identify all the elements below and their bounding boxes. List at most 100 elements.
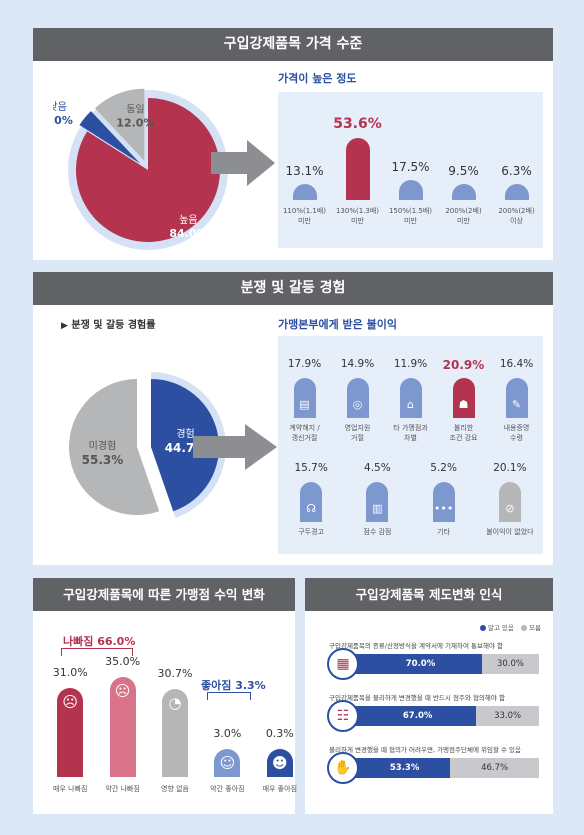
awareness-know-bar-0: [349, 654, 482, 674]
smile-face-icon: ☺: [219, 754, 236, 772]
price-bar-1: [345, 138, 370, 200]
disadvantage-label-1: 영업지원 거절: [344, 424, 371, 442]
awareness-know-bar-1: [349, 706, 477, 726]
disadvantage-bar-8: [498, 482, 521, 522]
worse-bracket: [61, 648, 133, 656]
handshake-icon: ✋: [334, 760, 352, 776]
awareness-legend: 알고 있음 모름: [479, 622, 541, 632]
worse-bracket-label: 나빠짐 66.0%: [63, 635, 136, 648]
disadvantage-value-5: 15.7%: [294, 462, 328, 474]
speaker-icon: ☊: [306, 502, 317, 515]
disadvantage-value-0: 17.9%: [287, 358, 322, 370]
awareness-know-value-1: 67.0%: [402, 711, 433, 721]
big-smile-face-icon: ☻: [271, 754, 288, 772]
price-bar-label-0: 110%(1.1배) 미만: [282, 207, 327, 225]
price-bar-value-4: 6.3%: [501, 164, 532, 178]
price-level-header: 구입강제품목 가격 수준: [33, 28, 553, 61]
disadvantage-value-3: 20.9%: [442, 358, 485, 372]
revenue-label-1: 약간 나빠짐: [105, 785, 140, 793]
disadvantage-label-3: 불리한 조건 강요: [449, 424, 478, 442]
disadvantage-bar-1: [346, 378, 369, 418]
disadvantage-title: 가맹본부에게 받은 불이익: [278, 318, 397, 331]
pie-slice-2: [95, 88, 145, 161]
dispute-rate-title: 분쟁 및 갈등 경험률: [71, 320, 156, 331]
revenue-bar-0: [57, 688, 84, 777]
neutral-face-icon: ◔: [168, 694, 182, 713]
pie-value-1: 4.0%: [53, 114, 73, 127]
disadvantage-label-5: 구두경고: [298, 528, 324, 536]
policy-awareness-header: 구입강제품목 제도변화 인식: [305, 578, 553, 611]
revenue-value-4: 0.3%: [265, 727, 294, 740]
pie-value-2: 12.0%: [116, 117, 154, 130]
price-excess-chart: 13.1% 110%(1.1배) 미만 53.6% 130%(1.3배) 미만 17.5% 1…: [278, 92, 543, 248]
revenue-label-0: 매우 나빠짐: [52, 785, 88, 793]
price-bar-4: [504, 184, 529, 200]
revenue-change-header: 구입강제품목에 따른 가맹점 수익 변화: [33, 578, 295, 611]
legend-know-dot: [479, 625, 486, 631]
awareness-unknown-value-1: 33.0%: [494, 711, 522, 721]
legend-unknown-dot: [520, 625, 527, 631]
disadvantage-value-4: 16.4%: [499, 358, 534, 370]
document-icon: ▤: [299, 398, 310, 411]
disadvantage-bar-3: [452, 378, 475, 418]
awareness-unknown-value-2: 46.7%: [481, 763, 509, 773]
price-bar-2: [398, 179, 423, 200]
awareness-unknown-bar-1: [476, 706, 539, 726]
pie-label-2: 동일: [126, 104, 144, 116]
price-bar-value-0: 13.1%: [285, 164, 324, 178]
price-bar-label-1: 130%(1.3배) 미만: [335, 207, 380, 225]
legend-unknown-label: 모름: [529, 624, 541, 632]
dispute-slice-0: [151, 379, 219, 512]
price-bar-value-3: 9.5%: [448, 164, 479, 178]
price-excess-box: 13.1% 110%(1.1배) 미만 53.6% 130%(1.3배) 미만 17.5% 1…: [278, 92, 543, 248]
revenue-bar-4: [266, 749, 293, 777]
disadvantage-bar-6: [366, 482, 389, 522]
awareness-icon-circle-1: [327, 700, 359, 732]
awareness-unknown-bar-0: [482, 654, 539, 674]
dispute-panel: 분쟁 및 갈등 경험 ▶ 분쟁 및 갈등 경험률 경험 44.7% 미경험 55.3%…: [33, 272, 553, 565]
disadvantage-bar-4: [505, 378, 528, 418]
disadvantage-label-6: 점수 감점: [363, 528, 392, 536]
price-excess-title: 가격이 높은 정도: [278, 72, 357, 85]
revenue-label-2: 영향 없음: [161, 785, 189, 793]
dispute-label-0: 경험: [176, 427, 194, 440]
meeting-icon: ☷: [336, 708, 350, 724]
revenue-bar-3: [214, 749, 241, 777]
dispute-header: 분쟁 및 갈등 경험: [33, 272, 553, 305]
disadvantage-value-1: 14.9%: [340, 358, 375, 370]
awareness-know-bar-2: [349, 758, 451, 778]
arrow-right-icon: [193, 424, 277, 470]
disadvantage-label-4: 내용증명 수령: [503, 424, 530, 442]
contract-icon: ▦: [336, 656, 350, 672]
revenue-value-0: 31.0%: [52, 666, 88, 680]
triangle-bullet-icon: ▶: [61, 321, 68, 331]
price-bar-label-2: 150%(1.5배) 미만: [388, 207, 433, 225]
awareness-chart: 구입강제품목의 종류/산정방식을 계약서에 기재하여 통보해야 함 70.0% 30…: [305, 638, 553, 808]
disadvantage-bar-7: [432, 482, 455, 522]
revenue-label-4: 매우 좋아짐: [262, 785, 298, 793]
pie-value-0: 84.0%: [169, 227, 207, 240]
revenue-bar-1: [109, 677, 136, 777]
awareness-know-value-2: 53.3%: [389, 763, 420, 773]
none-icon: ⊘: [505, 502, 515, 515]
disadvantage-value-2: 11.9%: [393, 358, 428, 370]
disadvantage-chart: 17.9% ▤ 계약해지 / 갱신거절 14.9% ◎ 영업지원 거절 11.9% ⌂ 타 가맹점과…: [278, 336, 543, 554]
disadvantage-bar-2: [399, 378, 422, 418]
disadvantage-value-6: 4.5%: [364, 462, 391, 474]
better-bracket-label: 좋아짐 3.3%: [201, 679, 266, 692]
awareness-know-value-0: 70.0%: [405, 659, 436, 669]
revenue-value-2: 30.7%: [157, 667, 193, 681]
certificate-icon: ✎: [511, 398, 522, 411]
target-icon: ◎: [352, 398, 363, 411]
disadvantage-bar-0: [293, 378, 316, 418]
awareness-question-1: 구입강제품목을 불리하게 변경했을 때 반드시 점주와 협의해야 함: [329, 694, 505, 702]
disadvantage-value-8: 20.1%: [493, 462, 527, 474]
revenue-change-panel: 구입강제품목에 따른 가맹점 수익 변화 나빠짐 66.0% 좋아짐 3.3% 31…: [33, 578, 297, 814]
policy-awareness-panel: 구입강제품목 제도변화 인식 알고 있음 모름 구입강제품목의 종류/산정방식을…: [305, 578, 553, 814]
revenue-value-1: 35.0%: [105, 655, 141, 668]
price-bar-value-1: 53.6%: [333, 116, 382, 132]
people-icon: ☗: [458, 398, 469, 411]
disadvantage-value-7: 5.2%: [430, 462, 457, 474]
